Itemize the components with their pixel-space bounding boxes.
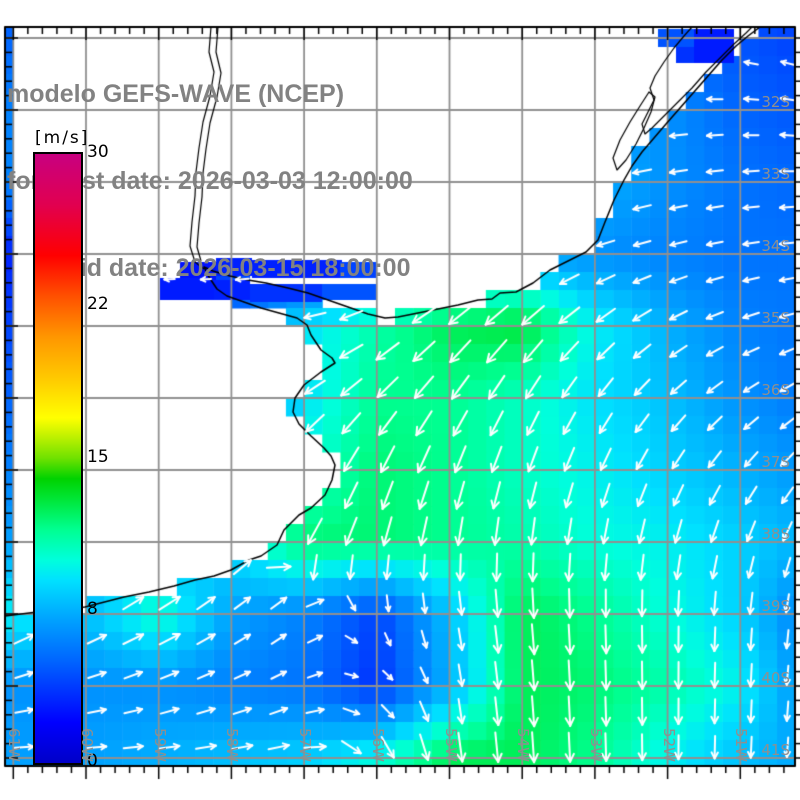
lat-label-34S: 34S [761, 237, 790, 255]
title-model-name: modelo GEFS-WAVE (NCEP) [7, 80, 345, 108]
lon-label-52W: 52W [659, 728, 678, 762]
lat-label-33S: 33S [761, 165, 790, 183]
lat-label-37S: 37S [761, 453, 790, 471]
colorbar-tick-30: 30 [87, 142, 109, 162]
lat-label-40S: 40S [761, 669, 790, 687]
colorbar-tick-0: 0 [87, 751, 98, 771]
lon-label-51W: 51W [732, 728, 751, 762]
colorbar-tick-15: 15 [87, 446, 109, 467]
lon-label-57W: 57W [296, 728, 315, 762]
lat-label-36S: 36S [761, 381, 790, 399]
lat-label-38S: 38S [761, 525, 790, 543]
lon-label-58W: 58W [223, 728, 242, 762]
colorbar-tick-8: 8 [87, 598, 98, 619]
lon-label-53W: 53W [586, 728, 605, 762]
lat-label-41S: 41S [761, 741, 790, 759]
lon-label-60W: 60W [78, 728, 96, 762]
lon-label-54W: 54W [514, 728, 533, 762]
colorbar-tick-22: 22 [87, 294, 109, 315]
lat-label-32S: 32S [761, 93, 790, 111]
lon-label-56W: 56W [368, 728, 387, 762]
lat-label-39S: 39S [761, 597, 790, 615]
lon-label-55W: 55W [441, 728, 460, 762]
lon-label-61W: 61W [5, 728, 24, 762]
lon-label-59W: 59W [150, 728, 169, 762]
colorbar-unit-label: [m/s] [35, 128, 90, 148]
lat-label-35S: 35S [761, 309, 790, 327]
colorbar-gradient [33, 152, 83, 765]
